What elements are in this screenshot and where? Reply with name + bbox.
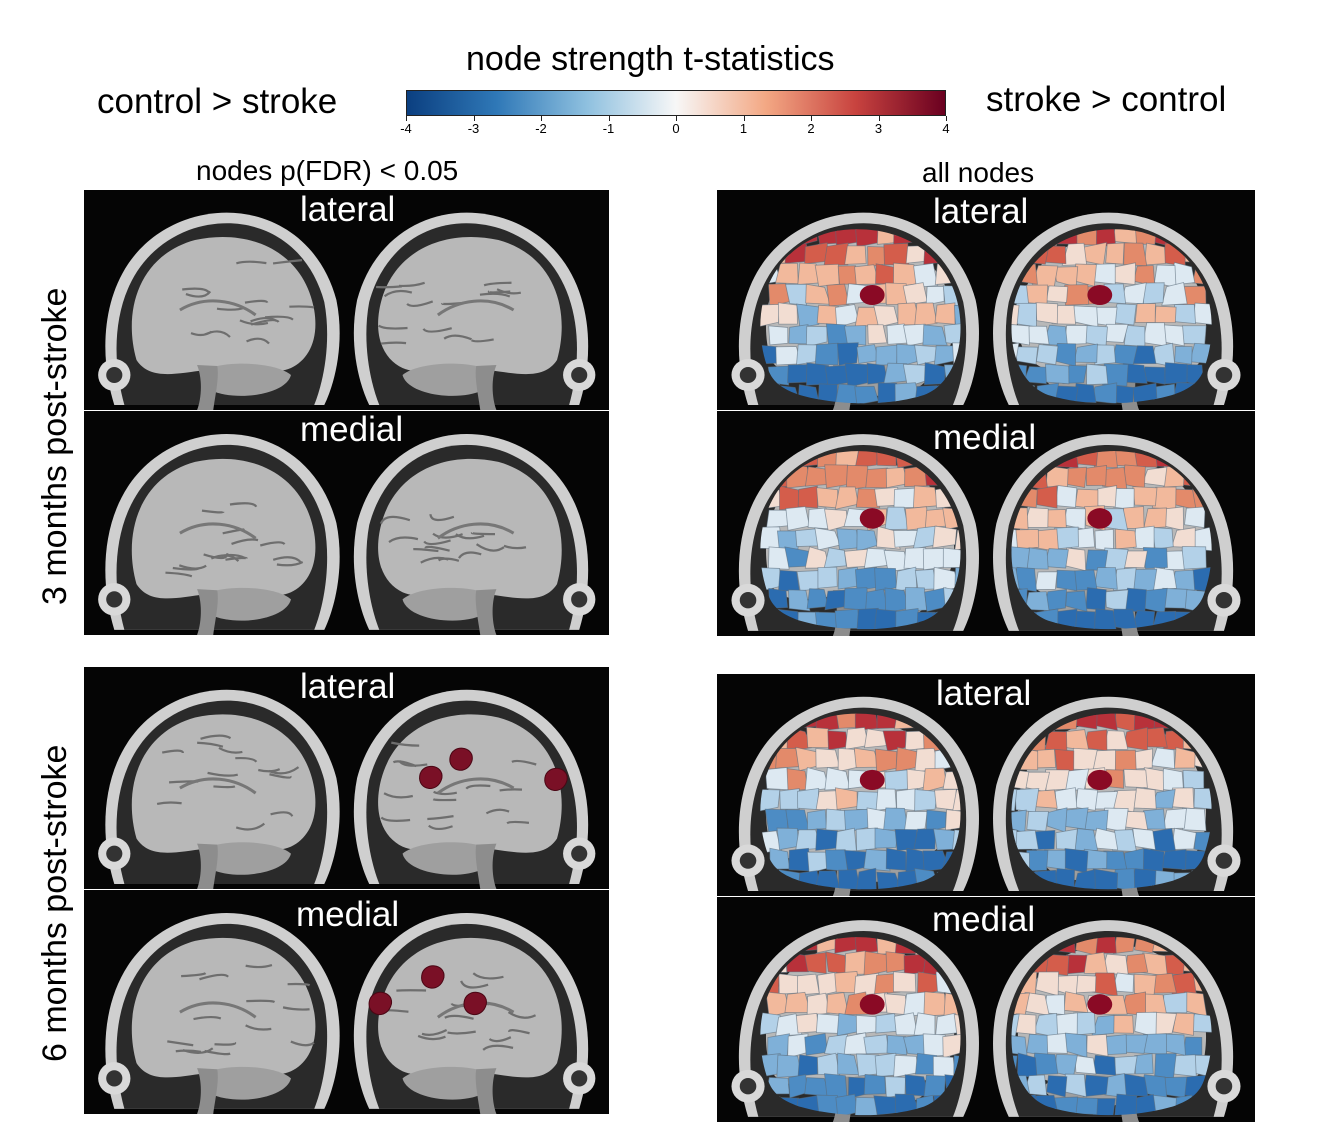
brain-slice <box>353 212 595 410</box>
colorbar-tick-label: -2 <box>535 121 547 136</box>
brain-slice <box>98 433 340 635</box>
panel-6m-significant-lateral: lateral <box>84 667 609 889</box>
panel-3m-significant-lateral: lateral <box>84 190 609 410</box>
right-hemisphere-view <box>347 890 610 1114</box>
colorbar-tick <box>473 116 475 121</box>
colorbar-tick-label: 0 <box>672 121 680 136</box>
right-hemisphere-view <box>347 667 610 889</box>
left-hemisphere-view <box>717 190 986 410</box>
column-title-significant: nodes p(FDR) < 0.05 <box>196 155 459 186</box>
colorbar-tick-label: -1 <box>602 121 615 136</box>
colorbar-tick-label: 1 <box>739 121 748 136</box>
brain-slice <box>731 434 979 636</box>
colorbar-tick <box>541 116 542 121</box>
brain-slice <box>98 689 340 889</box>
panel-3m-all-medial: medial <box>717 411 1255 636</box>
brain-slice <box>993 696 1241 896</box>
panel-3m-all-lateral: lateral <box>717 190 1255 410</box>
colorbar-tick <box>743 116 745 121</box>
right-hemisphere-view <box>986 897 1255 1122</box>
view-label-medial: medial <box>933 418 1037 457</box>
panel-6m-all-medial: medial <box>717 897 1255 1122</box>
view-label-lateral: lateral <box>300 190 396 229</box>
left-hemisphere-view <box>717 674 986 896</box>
colorbar-tick-label: 2 <box>807 121 815 136</box>
colorbar-tick-label: 3 <box>874 121 883 136</box>
column-title-all-nodes: all nodes <box>922 157 1035 188</box>
colorbar-tick <box>676 116 677 121</box>
brain-slice <box>731 920 979 1122</box>
panel-6m-all-lateral: lateral <box>717 674 1255 896</box>
row-label-6-months: 6 months post-stroke <box>36 744 74 1062</box>
right-hemisphere-view <box>347 190 610 410</box>
left-hemisphere-view <box>84 667 347 889</box>
right-hemisphere-view <box>986 411 1255 636</box>
panel-6m-significant-medial: medial <box>84 890 609 1114</box>
brain-slice <box>731 696 979 896</box>
brain-slice <box>353 912 595 1114</box>
colorbar-tick-label: 4 <box>942 121 950 136</box>
view-label-lateral: lateral <box>936 674 1032 713</box>
colorbar-tick <box>878 116 880 121</box>
brain-slice <box>993 212 1241 410</box>
view-label-lateral: lateral <box>933 192 1029 231</box>
colorbar-tick <box>406 116 407 121</box>
view-label-lateral: lateral <box>300 667 396 706</box>
right-hemisphere-view <box>986 674 1255 896</box>
brain-slice <box>353 689 595 889</box>
colorbar-tick <box>946 116 947 121</box>
left-hemisphere-view <box>717 897 986 1122</box>
view-label-medial: medial <box>300 411 404 449</box>
colorbar-tick <box>608 116 610 121</box>
left-hemisphere-view <box>717 411 986 636</box>
left-hemisphere-view <box>84 890 347 1114</box>
colorbar-tick-label: -3 <box>467 121 480 136</box>
colorbar-tick <box>811 116 812 121</box>
brain-slice <box>353 433 595 635</box>
brain-slice <box>993 920 1241 1122</box>
left-hemisphere-view <box>84 411 347 635</box>
left-hemisphere-view <box>84 190 347 410</box>
view-label-medial: medial <box>932 900 1036 939</box>
colorbar-title: node strength t-statistics <box>466 40 835 78</box>
brain-slice <box>993 434 1241 636</box>
brain-slice <box>731 212 979 410</box>
right-hemisphere-view <box>347 411 610 635</box>
colorbar-left-label: control > stroke <box>97 82 338 121</box>
panel-3m-significant-medial: medial <box>84 411 609 635</box>
colorbar-tick-label: -4 <box>400 121 412 136</box>
colorbar-right-label: stroke > control <box>986 80 1227 119</box>
row-label-3-months: 3 months post-stroke <box>36 287 74 605</box>
brain-slice <box>98 212 340 410</box>
right-hemisphere-view <box>986 190 1255 410</box>
brain-slice <box>98 912 340 1114</box>
view-label-medial: medial <box>296 895 400 934</box>
colorbar <box>406 90 946 116</box>
